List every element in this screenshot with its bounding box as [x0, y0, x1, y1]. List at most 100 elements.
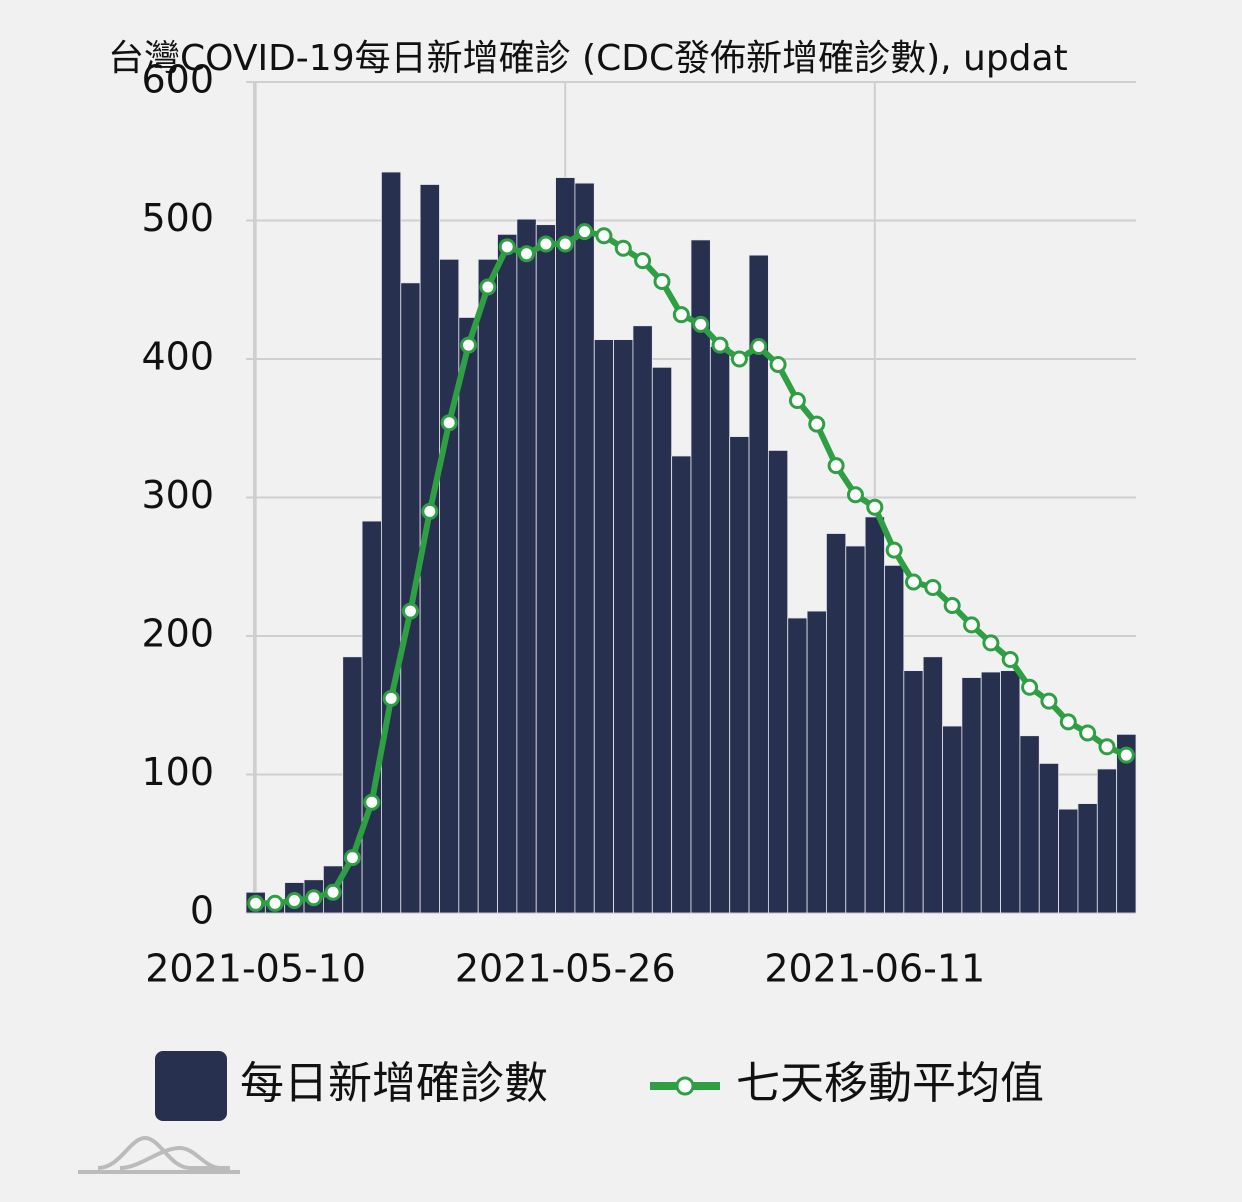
line-point: [537, 235, 555, 253]
line-point: [846, 486, 864, 504]
line-point: [730, 350, 748, 368]
line-point: [866, 498, 884, 516]
line-point: [672, 306, 690, 324]
bar: [574, 182, 595, 914]
bar: [961, 677, 982, 914]
line-point: [1001, 651, 1019, 669]
bar: [884, 564, 905, 914]
line-point: [808, 415, 826, 433]
bar: [381, 171, 402, 914]
bar: [535, 224, 556, 914]
bar: [1096, 768, 1118, 914]
line-point: [692, 315, 710, 333]
line-point: [343, 849, 361, 867]
bar: [477, 258, 498, 914]
legend-label: 七天移動平均值: [736, 1058, 1044, 1109]
chart-title: 台灣COVID-19每日新增確診 (CDC發佈新增確診數), updat: [108, 38, 1068, 79]
line-point: [498, 238, 516, 256]
bar: [671, 455, 692, 914]
bar: [922, 656, 943, 914]
line-point: [963, 616, 981, 634]
bar: [458, 317, 479, 914]
line-point: [1040, 692, 1058, 710]
bar: [1077, 803, 1098, 914]
line-point: [382, 689, 400, 707]
bar: [555, 177, 576, 914]
bar: [864, 516, 885, 914]
line-point: [285, 892, 303, 910]
bar: [593, 339, 615, 914]
line-point: [1098, 738, 1116, 756]
bar: [439, 258, 460, 914]
line-point: [1059, 713, 1077, 731]
line-point: [982, 634, 1000, 652]
line-point: [1079, 724, 1097, 742]
x-tick-label: 2021-05-26: [455, 947, 676, 991]
bar: [632, 325, 653, 914]
logo: [78, 1135, 240, 1174]
line-point: [943, 597, 961, 615]
line-point: [924, 579, 942, 597]
x-tick-label: 2021-05-10: [145, 947, 366, 991]
line-point: [885, 541, 903, 559]
line-point: [1021, 678, 1039, 696]
x-tick-label: 2021-06-11: [764, 947, 985, 991]
bar: [767, 450, 789, 914]
bar: [361, 520, 382, 914]
bar: [729, 436, 750, 914]
bar: [1038, 763, 1060, 914]
y-tick-label: 0: [190, 889, 214, 933]
line-point: [634, 252, 652, 270]
bar: [903, 670, 924, 914]
legend-label: 每日新增確診數: [240, 1058, 548, 1109]
y-tick-label: 200: [141, 612, 214, 656]
bar: [497, 233, 518, 914]
bar: [651, 366, 673, 914]
bar: [690, 239, 711, 914]
y-tick-label: 500: [141, 196, 214, 240]
legend-swatch: [675, 1076, 695, 1096]
bar: [845, 545, 866, 914]
bar: [1116, 733, 1137, 914]
y-tick-label: 600: [141, 58, 214, 102]
line-point: [788, 392, 806, 410]
bar: [806, 610, 827, 914]
legend-swatch: [155, 1051, 227, 1121]
line-point: [479, 278, 497, 296]
bar: [1019, 735, 1040, 914]
line-point: [576, 223, 594, 241]
line-point: [460, 336, 477, 354]
line-point: [595, 227, 613, 245]
line-point: [653, 272, 671, 290]
y-tick-label: 100: [141, 750, 214, 794]
line-point: [421, 502, 439, 520]
line-point: [614, 239, 632, 257]
line-point: [440, 414, 458, 432]
line: [255, 228, 1128, 907]
bar: [787, 617, 808, 914]
bar: [1058, 808, 1079, 914]
line-point: [1117, 746, 1135, 764]
line-point: [827, 457, 845, 475]
bar: [1000, 670, 1021, 914]
line-point: [769, 356, 787, 374]
bar: [942, 725, 963, 914]
bar: [709, 346, 731, 914]
line-point: [247, 894, 265, 912]
y-tick-label: 400: [141, 335, 214, 379]
line-point: [556, 235, 574, 253]
bar: [980, 671, 1001, 914]
line-point: [363, 793, 381, 811]
line-point: [324, 883, 342, 901]
bar: [826, 533, 847, 914]
line-point: [401, 602, 419, 620]
line-point: [905, 573, 922, 591]
bar: [516, 218, 537, 914]
line-point: [305, 889, 323, 907]
bar: [613, 339, 634, 914]
line-point: [518, 245, 536, 263]
line-point: [711, 336, 729, 354]
line-point: [266, 894, 284, 912]
line-point: [750, 338, 768, 356]
